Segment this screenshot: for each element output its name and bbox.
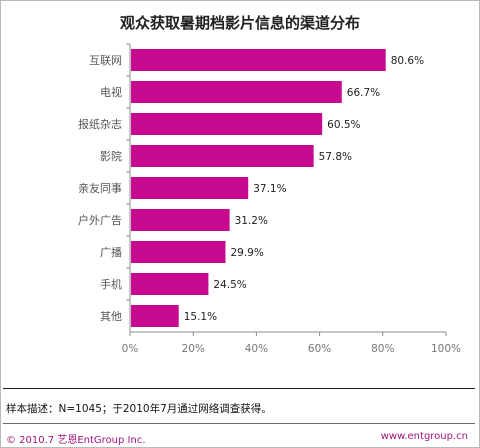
bar	[131, 49, 386, 71]
category-label: 亲友同事	[78, 181, 122, 195]
value-label: 15.1%	[184, 311, 217, 323]
value-label: 80.6%	[391, 55, 424, 67]
bar	[131, 273, 209, 295]
value-label: 57.8%	[319, 151, 352, 163]
copyright-text: © 2010.7 艺恩EntGroup Inc.	[6, 435, 146, 446]
bar	[131, 113, 323, 135]
labels-layer: 0% 20% 40% 60% 80% 100% 互联网 80.6% 电视 66.7% 报纸杂志 60.…	[78, 54, 461, 355]
x-tick-label: 100%	[431, 343, 461, 355]
footer-divider-top	[3, 388, 475, 389]
x-tick-label: 0%	[122, 343, 139, 355]
category-label: 电视	[100, 85, 122, 99]
value-label: 29.9%	[230, 247, 263, 259]
bar	[131, 177, 249, 199]
bar	[131, 145, 314, 167]
axis-layer	[126, 43, 447, 336]
category-label: 广播	[100, 245, 122, 259]
x-tick-label: 20%	[182, 343, 205, 355]
website-link[interactable]: www.entgroup.cn	[380, 431, 468, 442]
bars-layer	[131, 49, 386, 327]
category-label: 户外广告	[78, 213, 122, 227]
category-label: 报纸杂志	[78, 117, 122, 131]
category-label: 影院	[100, 149, 122, 163]
value-label: 24.5%	[213, 279, 246, 291]
category-label: 手机	[100, 277, 122, 291]
x-tick-label: 80%	[371, 343, 394, 355]
bar	[131, 81, 342, 103]
chart-title: 观众获取暑期档影片信息的渠道分布	[119, 14, 360, 32]
category-label: 其他	[100, 310, 122, 323]
value-label: 37.1%	[253, 183, 286, 195]
footer-divider-bottom	[3, 423, 475, 424]
value-label: 60.5%	[327, 119, 360, 131]
x-tick-label: 60%	[308, 343, 331, 355]
category-label: 互联网	[89, 54, 122, 67]
x-tick-label: 40%	[245, 343, 268, 355]
sample-note: 样本描述：N=1045；于2010年7月通过网络调查获得。	[6, 403, 272, 415]
value-label: 66.7%	[347, 87, 380, 99]
value-label: 31.2%	[235, 215, 268, 227]
bar	[131, 209, 230, 231]
bar	[131, 241, 226, 263]
bar	[131, 305, 179, 327]
